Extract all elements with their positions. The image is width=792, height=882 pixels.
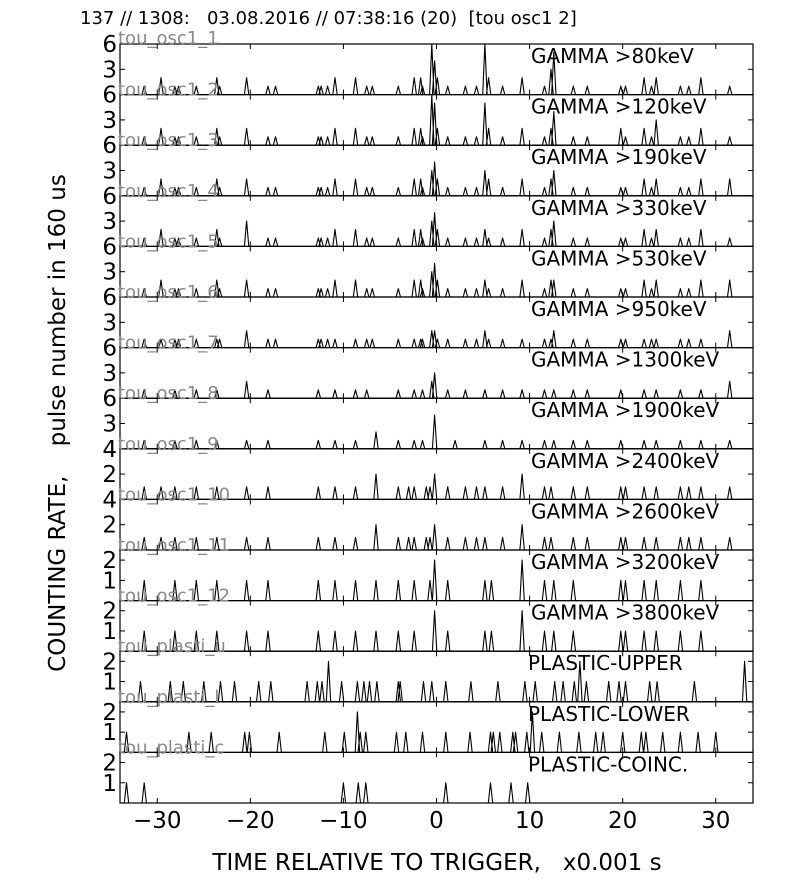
y-tick-label: 3	[102, 209, 117, 235]
panel-id-label: tou_osc1_9	[118, 434, 219, 455]
y-tick-label: 2	[102, 700, 117, 726]
y-tick-label: 1	[102, 720, 117, 746]
panel-id-label: tou_osc1_12	[118, 586, 230, 607]
series-line-tou_osc1_9	[120, 473, 753, 500]
panel-id-label: tou_osc1_4	[118, 181, 219, 202]
panel-tou_osc1_10: 24 tou_osc1_10 GAMMA >2600keV	[102, 484, 754, 551]
panel-label: PLASTIC-LOWER	[528, 702, 690, 726]
y-tick-label: 6	[102, 386, 117, 412]
panel-label: GAMMA >80keV	[531, 44, 694, 68]
y-tick-label: 6	[102, 83, 117, 109]
panel-label: GAMMA >1900keV	[531, 398, 720, 422]
x-tick-label: 0	[429, 808, 444, 834]
panel-label: GAMMA >3200keV	[531, 550, 720, 574]
panel-label: GAMMA >2400keV	[531, 449, 720, 473]
panel-id-label: tou_osc1_6	[118, 282, 219, 303]
panel-tou_osc1_6: 36 tou_osc1_6 GAMMA >950keV	[102, 282, 754, 349]
y-tick-label: 6	[102, 32, 117, 58]
x-tick-label: −20	[226, 808, 275, 834]
panel-label: GAMMA >3800keV	[531, 601, 720, 625]
y-tick-label: 1	[102, 568, 117, 594]
panel-tou_osc1_1: 36 tou_osc1_1 GAMMA >80keV	[102, 28, 754, 96]
y-tick-label: 3	[102, 310, 117, 336]
series-line-tou_osc1_5	[120, 262, 753, 298]
panel-label: GAMMA >2600keV	[531, 499, 720, 523]
y-tick-label: 1	[102, 619, 117, 645]
y-tick-label: 3	[102, 361, 117, 387]
x-tick-label: 30	[701, 808, 730, 834]
y-tick-label: 3	[102, 108, 117, 134]
y-tick-label: 2	[102, 462, 117, 488]
y-tick-label: 4	[102, 487, 117, 513]
panel-id-label: tou_plasti_c	[118, 737, 224, 758]
y-tick-label: 6	[102, 336, 117, 362]
panel-id-label: tou_osc1_7	[118, 333, 219, 354]
panel-tou_osc1_2: 36 tou_osc1_2 GAMMA >120keV	[102, 80, 754, 146]
panel-label: GAMMA >190keV	[531, 145, 707, 169]
panel-tou_osc1_8: 36 tou_osc1_8 GAMMA >1900keV	[102, 383, 754, 450]
series-line-tou_osc1_10	[120, 524, 753, 551]
panel-id-label: tou_osc1_2	[118, 80, 219, 101]
y-tick-label: 2	[102, 548, 117, 574]
y-tick-label: 2	[102, 599, 117, 625]
y-tick-label: 2	[102, 513, 117, 539]
panel-id-label: tou_osc1_5	[118, 231, 219, 252]
panel-label: GAMMA >1300keV	[531, 348, 720, 372]
x-tick-label: 10	[515, 808, 544, 834]
series-line-tou_osc1_2	[120, 94, 753, 146]
y-tick-label: 4	[102, 437, 117, 463]
y-tick-label: 6	[102, 184, 117, 210]
x-axis-label: TIME RELATIVE TO TRIGGER, x0.001 s	[212, 850, 662, 876]
y-tick-label: 6	[102, 285, 117, 311]
panel-id-label: tou_plasti_l	[118, 687, 219, 708]
panel-label: GAMMA >950keV	[531, 297, 707, 321]
panel-id-label: tou_osc1_3	[118, 130, 219, 151]
panel-label: GAMMA >530keV	[531, 246, 707, 270]
series-line-tou_plasti_c	[120, 782, 753, 804]
y-tick-label: 3	[102, 260, 117, 286]
y-tick-label: 2	[102, 649, 117, 675]
y-tick-label: 6	[102, 234, 117, 260]
chart-header: 137 // 1308: 03.08.2016 // 07:38:16 (20)…	[80, 8, 577, 29]
panel-tou_osc1_9: 24 tou_osc1_9 GAMMA >2400keV	[102, 434, 754, 500]
series-line-tou_osc1_6	[120, 330, 753, 349]
panel-label: PLASTIC-UPPER	[528, 651, 683, 675]
series-line-tou_osc1_4	[120, 212, 753, 247]
series-line-tou_osc1_1	[120, 43, 753, 96]
panel-id-label: tou_osc1_11	[118, 535, 230, 556]
panel-label: PLASTIC-COINC.	[528, 752, 688, 776]
x-tick-label: 20	[608, 808, 637, 834]
y-tick-label: 3	[102, 412, 117, 438]
x-tick-label: −30	[133, 808, 182, 834]
panel-label: GAMMA >330keV	[531, 196, 707, 220]
y-tick-label: 3	[102, 57, 117, 83]
panel-id-label: tou_plasti_u	[118, 636, 226, 657]
panel-id-label: tou_osc1_8	[118, 383, 219, 404]
y-tick-label: 6	[102, 133, 117, 159]
series-line-tou_plasti_l	[120, 711, 753, 753]
y-tick-label: 3	[102, 159, 117, 185]
panel-id-label: tou_osc1_10	[118, 484, 230, 505]
y-tick-label: 1	[102, 670, 117, 696]
y-tick-label: 1	[102, 771, 117, 797]
panel-label: GAMMA >120keV	[531, 95, 707, 119]
series-line-tou_osc1_3	[120, 161, 753, 197]
panel-tou_osc1_3: 36 tou_osc1_3 GAMMA >190keV	[102, 130, 754, 197]
x-tick-label: −10	[319, 808, 368, 834]
series-line-tou_osc1_11	[120, 559, 753, 602]
panel-id-label: tou_osc1_1	[118, 28, 219, 49]
y-tick-label: 2	[102, 751, 117, 777]
